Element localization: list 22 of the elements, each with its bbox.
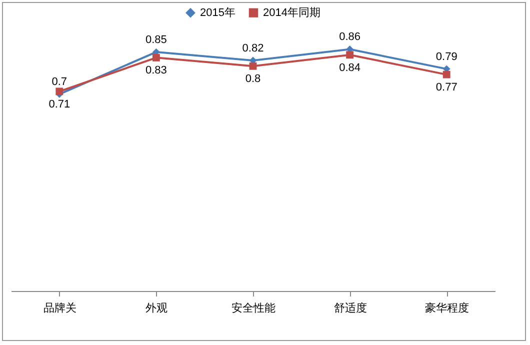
legend-label: 2014年同期 [263, 6, 320, 19]
point [442, 70, 450, 78]
data-label: 0.79 [436, 50, 458, 63]
point [56, 88, 64, 96]
data-label: 0.85 [145, 34, 167, 46]
legend-label: 2015年 [200, 6, 236, 19]
x-tick-label: 豪华程度 [425, 302, 470, 314]
data-label: 0.8 [245, 73, 261, 86]
data-label: 0.71 [48, 98, 70, 110]
data-label: 0.82 [242, 42, 264, 54]
point [152, 54, 160, 62]
point [346, 51, 354, 59]
x-tick-label: 品牌关 [43, 302, 76, 314]
data-label: 0.77 [436, 82, 458, 94]
data-label: 0.83 [145, 64, 167, 77]
data-label: 0.84 [339, 62, 361, 74]
point [249, 62, 257, 70]
x-tick-label: 安全性能 [232, 302, 276, 314]
data-label: 0.86 [339, 31, 361, 44]
x-tick-label: 舒适度 [334, 302, 367, 314]
data-label: 0.7 [52, 76, 68, 88]
x-tick-label: 外观 [146, 302, 168, 314]
